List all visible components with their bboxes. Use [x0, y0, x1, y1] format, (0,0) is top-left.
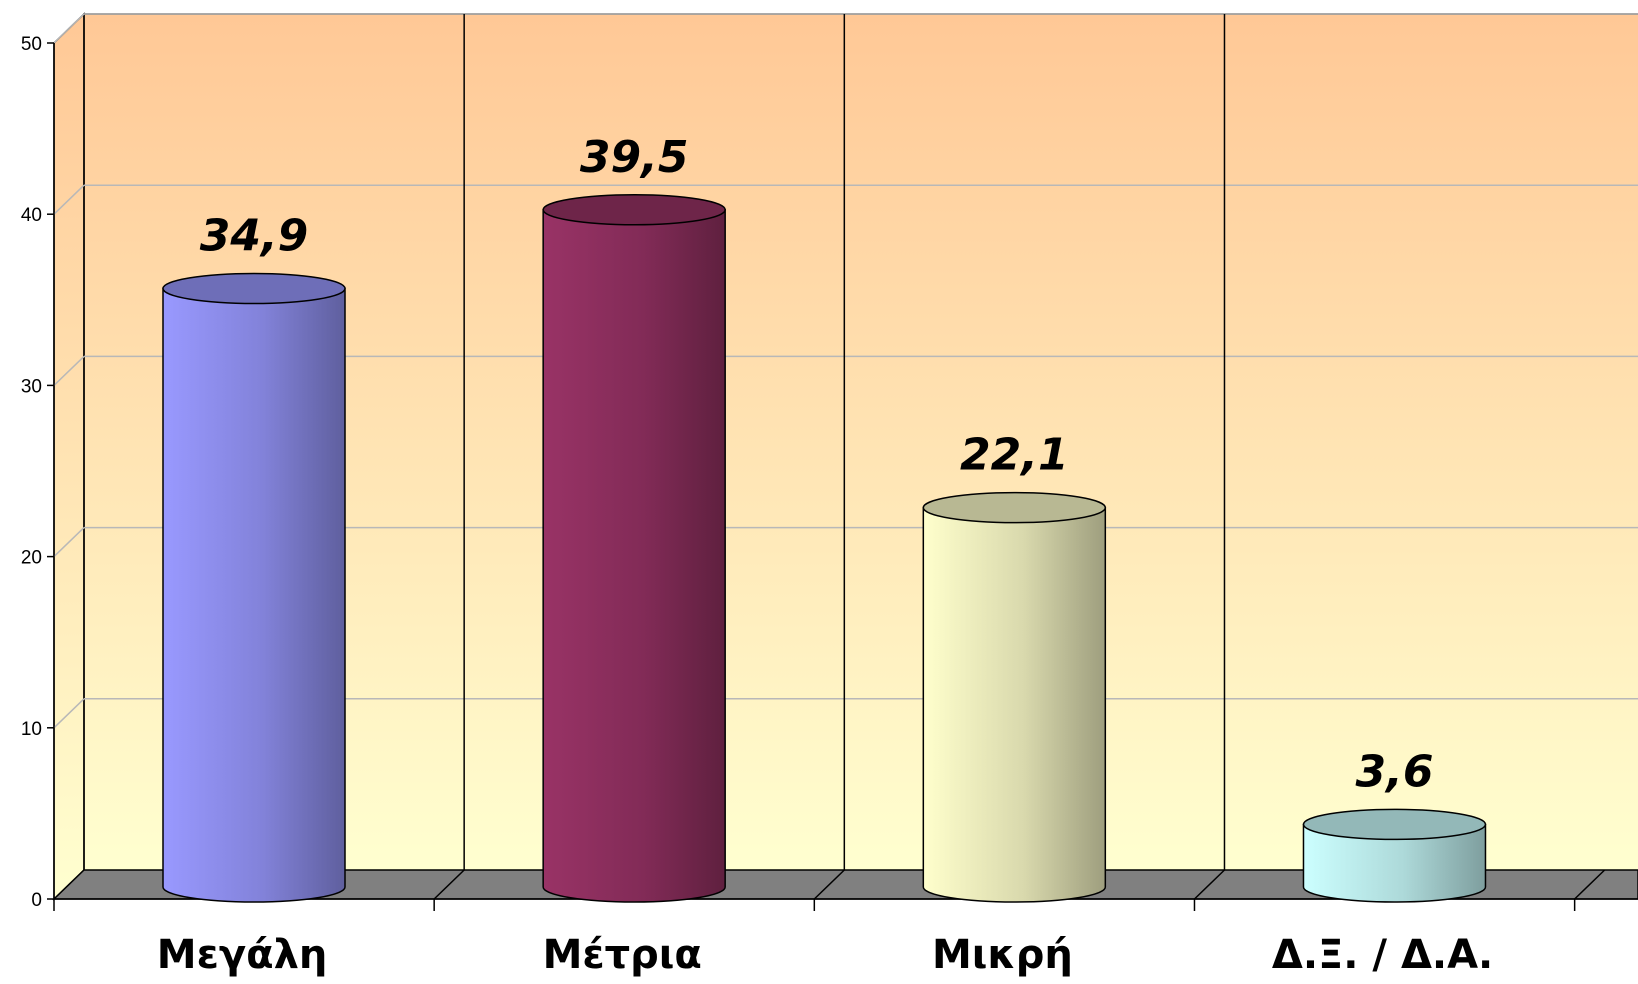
gridline-side: [53, 698, 85, 729]
gridline-side: [53, 13, 85, 44]
floor-divider: [813, 869, 845, 900]
gridline-side: [53, 527, 85, 558]
bar-body: [162, 287, 346, 903]
category-label: Δ.Ξ. / Δ.Α.: [1272, 932, 1493, 978]
floor-divider: [433, 869, 465, 900]
floor-divider: [1193, 869, 1226, 900]
bar-body: [922, 506, 1107, 903]
data-label: 22,1: [960, 430, 1069, 481]
data-label: 39,5: [580, 132, 689, 183]
y-tick-label: 20: [21, 548, 42, 569]
bar-top: [922, 491, 1107, 524]
bar-2: [542, 194, 726, 903]
category-label: Μεγάλη: [157, 932, 328, 978]
gridline-side: [53, 355, 85, 386]
bar-3: [922, 491, 1107, 903]
y-tick-label: 50: [21, 34, 42, 55]
data-label: 34,9: [200, 211, 309, 262]
y-tick-label: 30: [21, 376, 42, 397]
bar-top: [542, 194, 726, 226]
bar-body: [1302, 823, 1487, 903]
bar-top: [1302, 808, 1487, 841]
bar-4: [1302, 808, 1487, 903]
category-label: Μέτρια: [543, 932, 702, 978]
category-label: Μικρή: [932, 932, 1073, 978]
gridline-side: [53, 184, 85, 215]
y-tick-label: 40: [21, 205, 42, 226]
data-label: 3,6: [1356, 746, 1434, 797]
side-wall: [53, 12, 85, 901]
bar-top: [162, 272, 346, 305]
floor-divider: [1574, 869, 1606, 900]
y-tick-label: 10: [21, 719, 42, 740]
bar-body: [542, 209, 726, 903]
bar-1: [162, 272, 346, 903]
y-tick-label: 0: [31, 890, 42, 911]
